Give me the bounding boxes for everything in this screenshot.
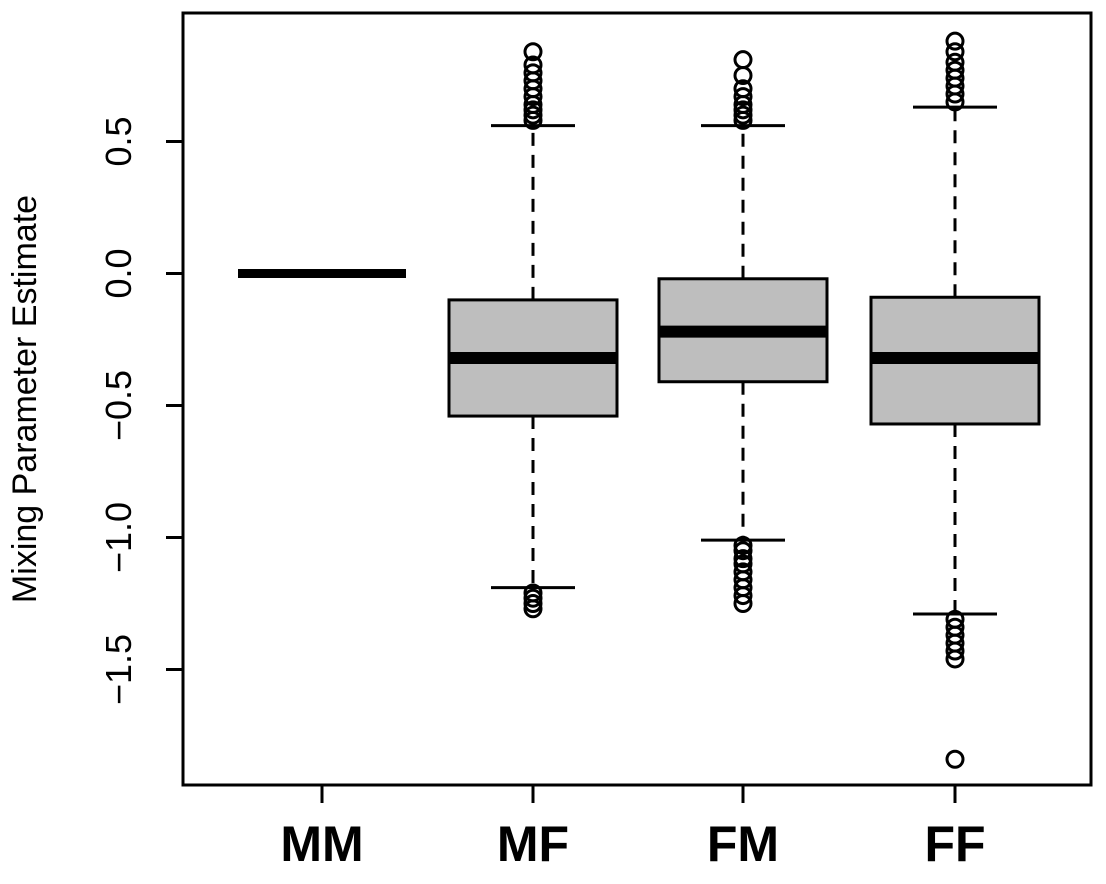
outlier-point bbox=[733, 541, 753, 561]
y-tick-label: −1.0 bbox=[98, 502, 139, 573]
outlier-point bbox=[733, 87, 753, 107]
outlier-point bbox=[733, 100, 753, 120]
box-mf bbox=[447, 42, 619, 619]
outlier-point bbox=[523, 105, 543, 125]
outlier-point bbox=[945, 641, 965, 661]
outlier-point bbox=[945, 52, 965, 72]
outlier-point bbox=[945, 649, 965, 669]
x-category-label: FM bbox=[707, 816, 779, 872]
x-category-label: FF bbox=[924, 816, 985, 872]
outlier-point bbox=[945, 60, 965, 80]
outlier-point bbox=[733, 105, 753, 125]
outlier-point bbox=[523, 63, 543, 83]
outlier-point bbox=[733, 586, 753, 606]
boxes bbox=[238, 31, 1041, 769]
outlier-point bbox=[733, 79, 753, 99]
outlier-point bbox=[733, 594, 753, 613]
y-tick-label: 0.5 bbox=[98, 116, 139, 166]
outlier-point bbox=[523, 588, 543, 608]
outlier-point bbox=[523, 594, 543, 613]
outlier-point bbox=[945, 31, 965, 51]
x-category-label: MM bbox=[280, 816, 363, 872]
plot-frame bbox=[181, 11, 1093, 787]
y-tick-label: −1.5 bbox=[98, 634, 139, 705]
x-category-label: MF bbox=[497, 816, 569, 872]
outlier-point bbox=[733, 50, 753, 70]
outlier-point bbox=[523, 55, 543, 75]
outlier-point bbox=[523, 42, 543, 62]
box-ff bbox=[869, 31, 1041, 769]
x-axis: MM MF FM FF bbox=[280, 785, 986, 872]
y-tick-label: 0.0 bbox=[98, 248, 139, 298]
outlier-point bbox=[733, 535, 753, 555]
outlier-point bbox=[523, 100, 543, 120]
box-fm bbox=[657, 50, 829, 613]
y-tick-label: −0.5 bbox=[98, 370, 139, 441]
outlier-point bbox=[733, 549, 753, 569]
outlier-point bbox=[945, 749, 965, 769]
y-axis-title: Mixing Parameter Estimate bbox=[6, 195, 44, 603]
y-axis: −1.5 −1.0 −0.5 0.0 0.5 bbox=[98, 116, 183, 705]
outlier-point bbox=[945, 42, 965, 62]
outlier-point bbox=[523, 599, 543, 619]
